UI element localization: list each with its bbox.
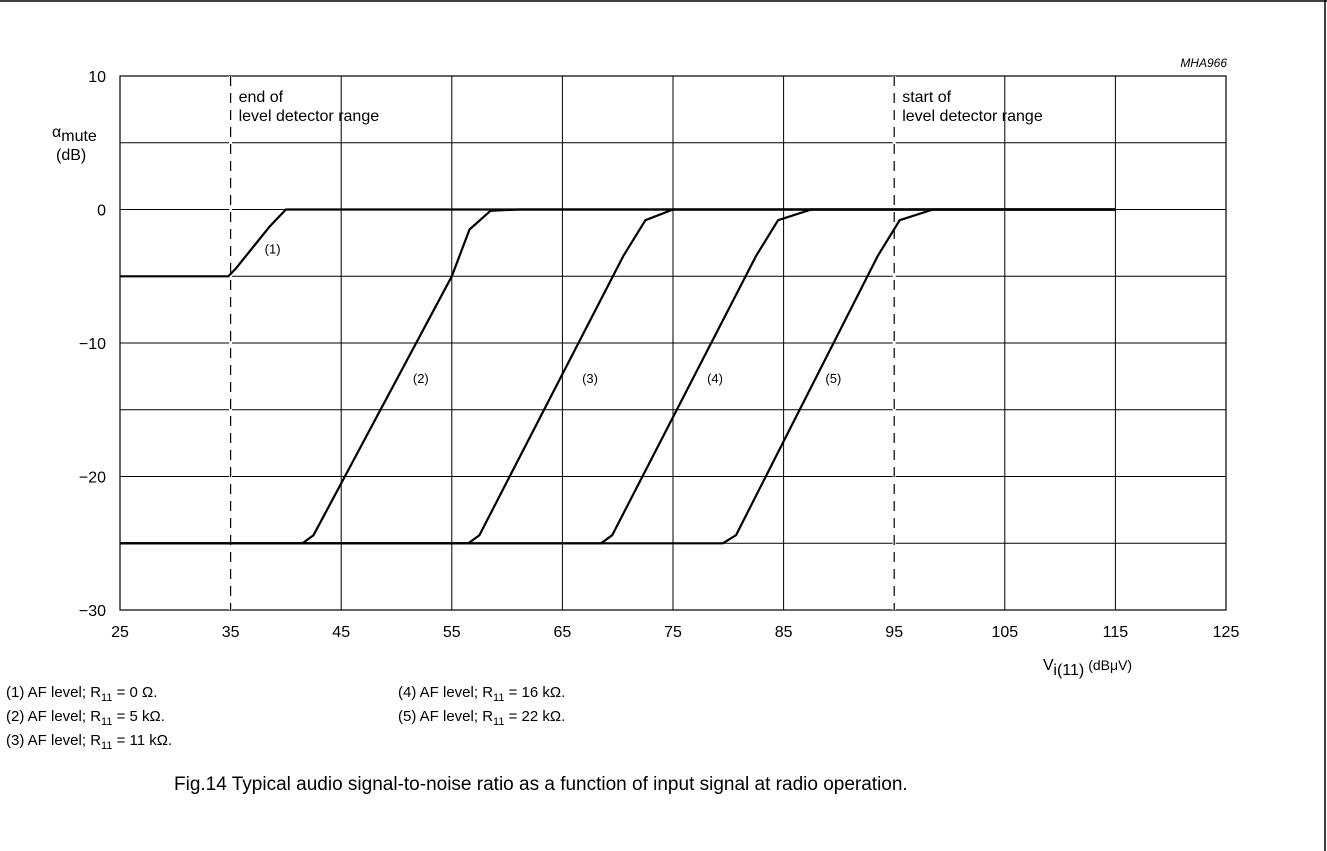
- figure-id-tag: MHA966: [1180, 56, 1227, 70]
- annotation-text-0-1: level detector range: [239, 108, 380, 125]
- y-tick-label-4: −30: [79, 603, 106, 620]
- x-axis-label-sub: i(11): [1053, 662, 1084, 679]
- legend-right-item-1: (5) AF level; R11 = 22 kΩ.: [398, 708, 565, 728]
- plot-area: end of level detector range start of level …: [79, 69, 1240, 641]
- legend-value: = 5 kΩ.: [112, 708, 165, 725]
- series-label-4: (4): [707, 371, 723, 386]
- x-tick-label-75: 75: [664, 624, 682, 641]
- figure-caption: Fig.14 Typical audio signal-to-noise rat…: [174, 774, 908, 795]
- x-tick-label-55: 55: [443, 624, 461, 641]
- legend-right-item-0: (4) AF level; R11 = 16 kΩ.: [398, 684, 565, 704]
- legend-subscript: 11: [101, 740, 112, 752]
- series-line-3: [120, 208, 1116, 545]
- legend-left-item-0: (1) AF level; R11 = 0 Ω.: [6, 684, 157, 704]
- legend-text: (1) AF level; R: [6, 684, 101, 701]
- x-tick-label-65: 65: [554, 624, 572, 641]
- legend-value: = 16 kΩ.: [504, 684, 565, 701]
- legend-value: = 11 kΩ.: [112, 732, 172, 749]
- y-tick-label-3: −20: [79, 470, 106, 487]
- legend-text: (4) AF level; R: [398, 684, 493, 701]
- y-tick-label-2: −10: [79, 336, 106, 353]
- legend-subscript: 11: [493, 716, 504, 728]
- series-line-5: [120, 208, 1116, 545]
- legend-left-item-1: (2) AF level; R11 = 5 kΩ.: [6, 708, 165, 728]
- x-axis-label-main: V: [1043, 657, 1054, 674]
- legend-subscript: 11: [493, 692, 504, 704]
- legend-text: (2) AF level; R: [6, 708, 101, 725]
- legend-text: (5) AF level; R: [398, 708, 493, 725]
- legend-value: = 0 Ω.: [112, 684, 157, 701]
- y-axis-label-main: α: [52, 124, 61, 141]
- legend-subscript: 11: [101, 716, 112, 728]
- legend: (1) AF level; R11 = 0 Ω.(2) AF level; R1…: [6, 684, 565, 752]
- annotation-text-1-0: start of: [902, 89, 951, 106]
- series-label-3: (3): [582, 371, 598, 386]
- legend-text: (3) AF level; R: [6, 732, 101, 749]
- x-tick-label-85: 85: [775, 624, 793, 641]
- y-axis-label-sub: mute: [61, 128, 97, 145]
- series-line-2: [120, 208, 1116, 545]
- y-axis-unit: (dB): [56, 147, 86, 164]
- x-tick-label-125: 125: [1213, 624, 1240, 641]
- x-tick-label-25: 25: [111, 624, 129, 641]
- x-tick-label-115: 115: [1103, 624, 1129, 641]
- series-label-2: (2): [413, 371, 429, 386]
- x-tick-label-45: 45: [332, 624, 350, 641]
- annotation-text-0-0: end of: [239, 89, 284, 106]
- x-tick-label-95: 95: [885, 624, 903, 641]
- x-axis-label-unit: (dBμV): [1088, 657, 1132, 673]
- y-tick-label-0: 10: [88, 69, 106, 86]
- legend-left-item-2: (3) AF level; R11 = 11 kΩ.: [6, 732, 172, 752]
- x-tick-label-35: 35: [222, 624, 240, 641]
- x-axis-label: Vi(11) (dBμV): [1043, 657, 1132, 679]
- y-axis-label: αmute: [52, 124, 97, 145]
- series-label-1: (1): [265, 242, 281, 257]
- legend-value: = 22 kΩ.: [504, 708, 565, 725]
- legend-subscript: 11: [101, 692, 112, 704]
- series-label-5: (5): [825, 371, 841, 386]
- series-line-4: [120, 208, 1116, 545]
- x-tick-label-105: 105: [991, 624, 1018, 641]
- series-line-1: [120, 208, 1116, 278]
- annotation-text-1-1: level detector range: [902, 108, 1043, 125]
- y-tick-label-1: 0: [97, 203, 106, 220]
